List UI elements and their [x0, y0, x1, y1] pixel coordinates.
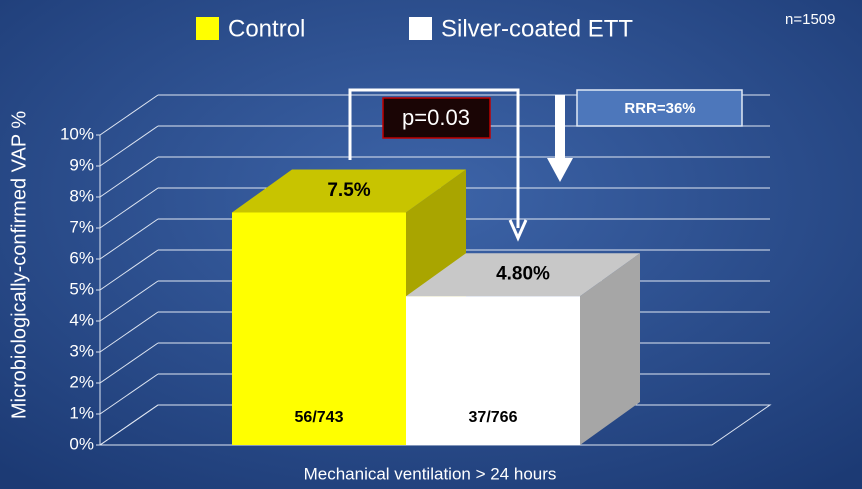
value-label: 7.5% — [327, 180, 370, 201]
x-axis-title: Mechanical ventilation > 24 hours — [304, 464, 557, 483]
bars: 7.5% 56/743 4.80% 37/766 — [232, 169, 640, 445]
y-tick-label: 6% — [69, 248, 94, 267]
y-tick-label: 9% — [69, 155, 94, 174]
legend-swatch — [196, 17, 219, 40]
legend-swatch — [409, 17, 432, 40]
value-label: 4.80% — [496, 264, 550, 285]
p-label: p=0.03 — [402, 105, 470, 130]
p-bracket — [348, 88, 528, 242]
y-axis-title: Microbiologically-confirmed VAP % — [8, 111, 30, 419]
y-tick-label: 10% — [60, 124, 94, 143]
rrr-label: RRR=36% — [624, 100, 695, 117]
grid-line-side — [99, 311, 159, 353]
grid-line-side — [99, 218, 159, 260]
grid-line-side — [99, 342, 159, 384]
down-arrow — [547, 95, 573, 182]
y-tick-label: 3% — [69, 341, 94, 360]
grid-line-side — [99, 373, 159, 415]
n-label: n=1509 — [785, 11, 835, 28]
grid-line-side — [99, 156, 159, 198]
bar-top — [406, 253, 640, 297]
legend: Control Silver-coated ETT — [196, 15, 633, 42]
grid-line-side — [99, 280, 159, 322]
bar-top — [232, 169, 466, 213]
count-label: 56/743 — [295, 409, 344, 426]
y-tick-label: 2% — [69, 372, 94, 391]
y-tick-label: 5% — [69, 279, 94, 298]
bar — [406, 296, 580, 445]
grid-line-side — [99, 187, 159, 229]
grid-line-side — [99, 125, 159, 167]
bracket-arrow — [508, 219, 528, 242]
y-tick-label: 4% — [69, 310, 94, 329]
grid-line-side — [99, 404, 159, 446]
count-label: 37/766 — [469, 409, 518, 426]
p-box — [382, 97, 491, 139]
bar-side — [580, 253, 640, 445]
y-tick-label: 8% — [69, 186, 94, 205]
y-tick-label: 0% — [69, 434, 94, 453]
bracket-line — [348, 88, 520, 228]
y-tick-label: 1% — [69, 403, 94, 422]
legend-label: Control — [228, 15, 305, 42]
grid-line-side — [99, 94, 159, 136]
rrr-box — [576, 89, 743, 127]
bar — [232, 212, 406, 445]
arrow-head — [547, 158, 573, 182]
grid-line-side — [99, 249, 159, 291]
legend-label: Silver-coated ETT — [441, 15, 633, 42]
arrow-shaft — [555, 95, 565, 160]
y-tick-label: 7% — [69, 217, 94, 236]
